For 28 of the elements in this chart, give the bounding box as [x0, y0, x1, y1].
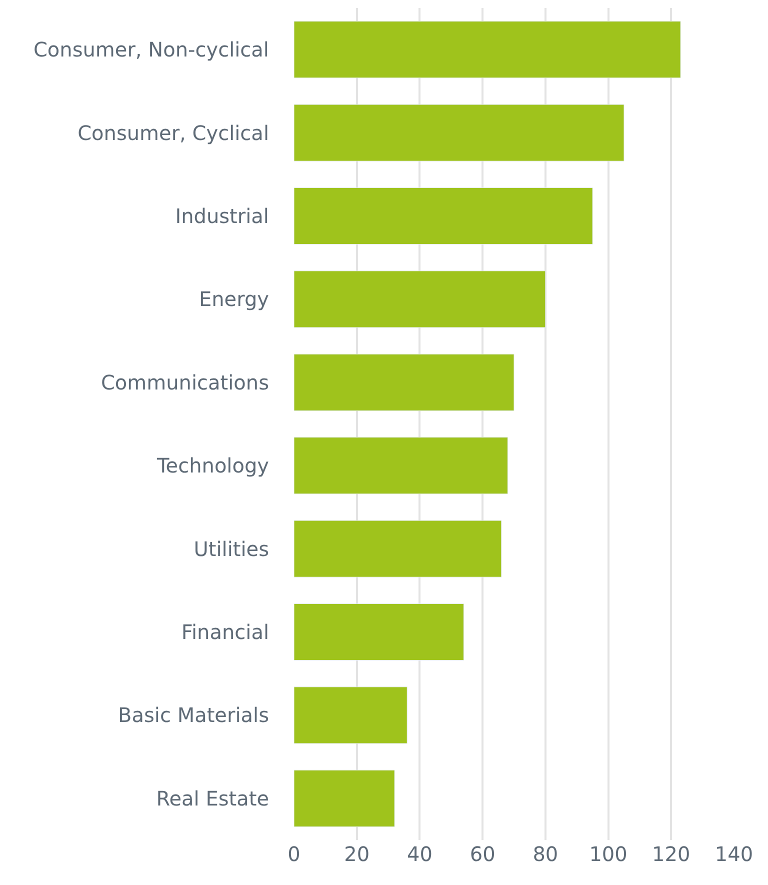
y-tick-label: Financial — [181, 620, 269, 644]
y-tick-label: Utilities — [194, 536, 269, 561]
x-tick-label: 120 — [652, 842, 690, 866]
y-tick-label: Technology — [156, 454, 270, 478]
y-tick-label: Basic Materials — [118, 703, 269, 728]
bar — [294, 187, 593, 245]
y-tick-label: Consumer, Non-cyclical — [33, 38, 269, 62]
x-tick-label: 20 — [344, 842, 370, 866]
bar — [294, 104, 624, 162]
y-tick-label: Industrial — [175, 204, 269, 228]
x-tick-label: 40 — [406, 842, 432, 866]
bar — [294, 21, 681, 78]
y-tick-label: Communications — [100, 370, 269, 394]
bar — [294, 603, 464, 661]
bar — [294, 354, 514, 411]
bar — [294, 437, 508, 494]
y-tick-label: Consumer, Cyclical — [78, 120, 269, 145]
x-tick-label: 80 — [532, 842, 558, 866]
y-tick-label: Real Estate — [156, 786, 269, 810]
x-tick-label: 0 — [288, 842, 300, 866]
bar — [294, 520, 502, 578]
y-tick-label: Energy — [198, 287, 270, 312]
bar — [294, 270, 546, 328]
bar — [294, 770, 395, 827]
x-tick-label: 140 — [714, 842, 754, 866]
x-tick-label: 60 — [470, 842, 496, 866]
x-tick-label: 100 — [589, 842, 628, 866]
bar — [294, 686, 408, 744]
